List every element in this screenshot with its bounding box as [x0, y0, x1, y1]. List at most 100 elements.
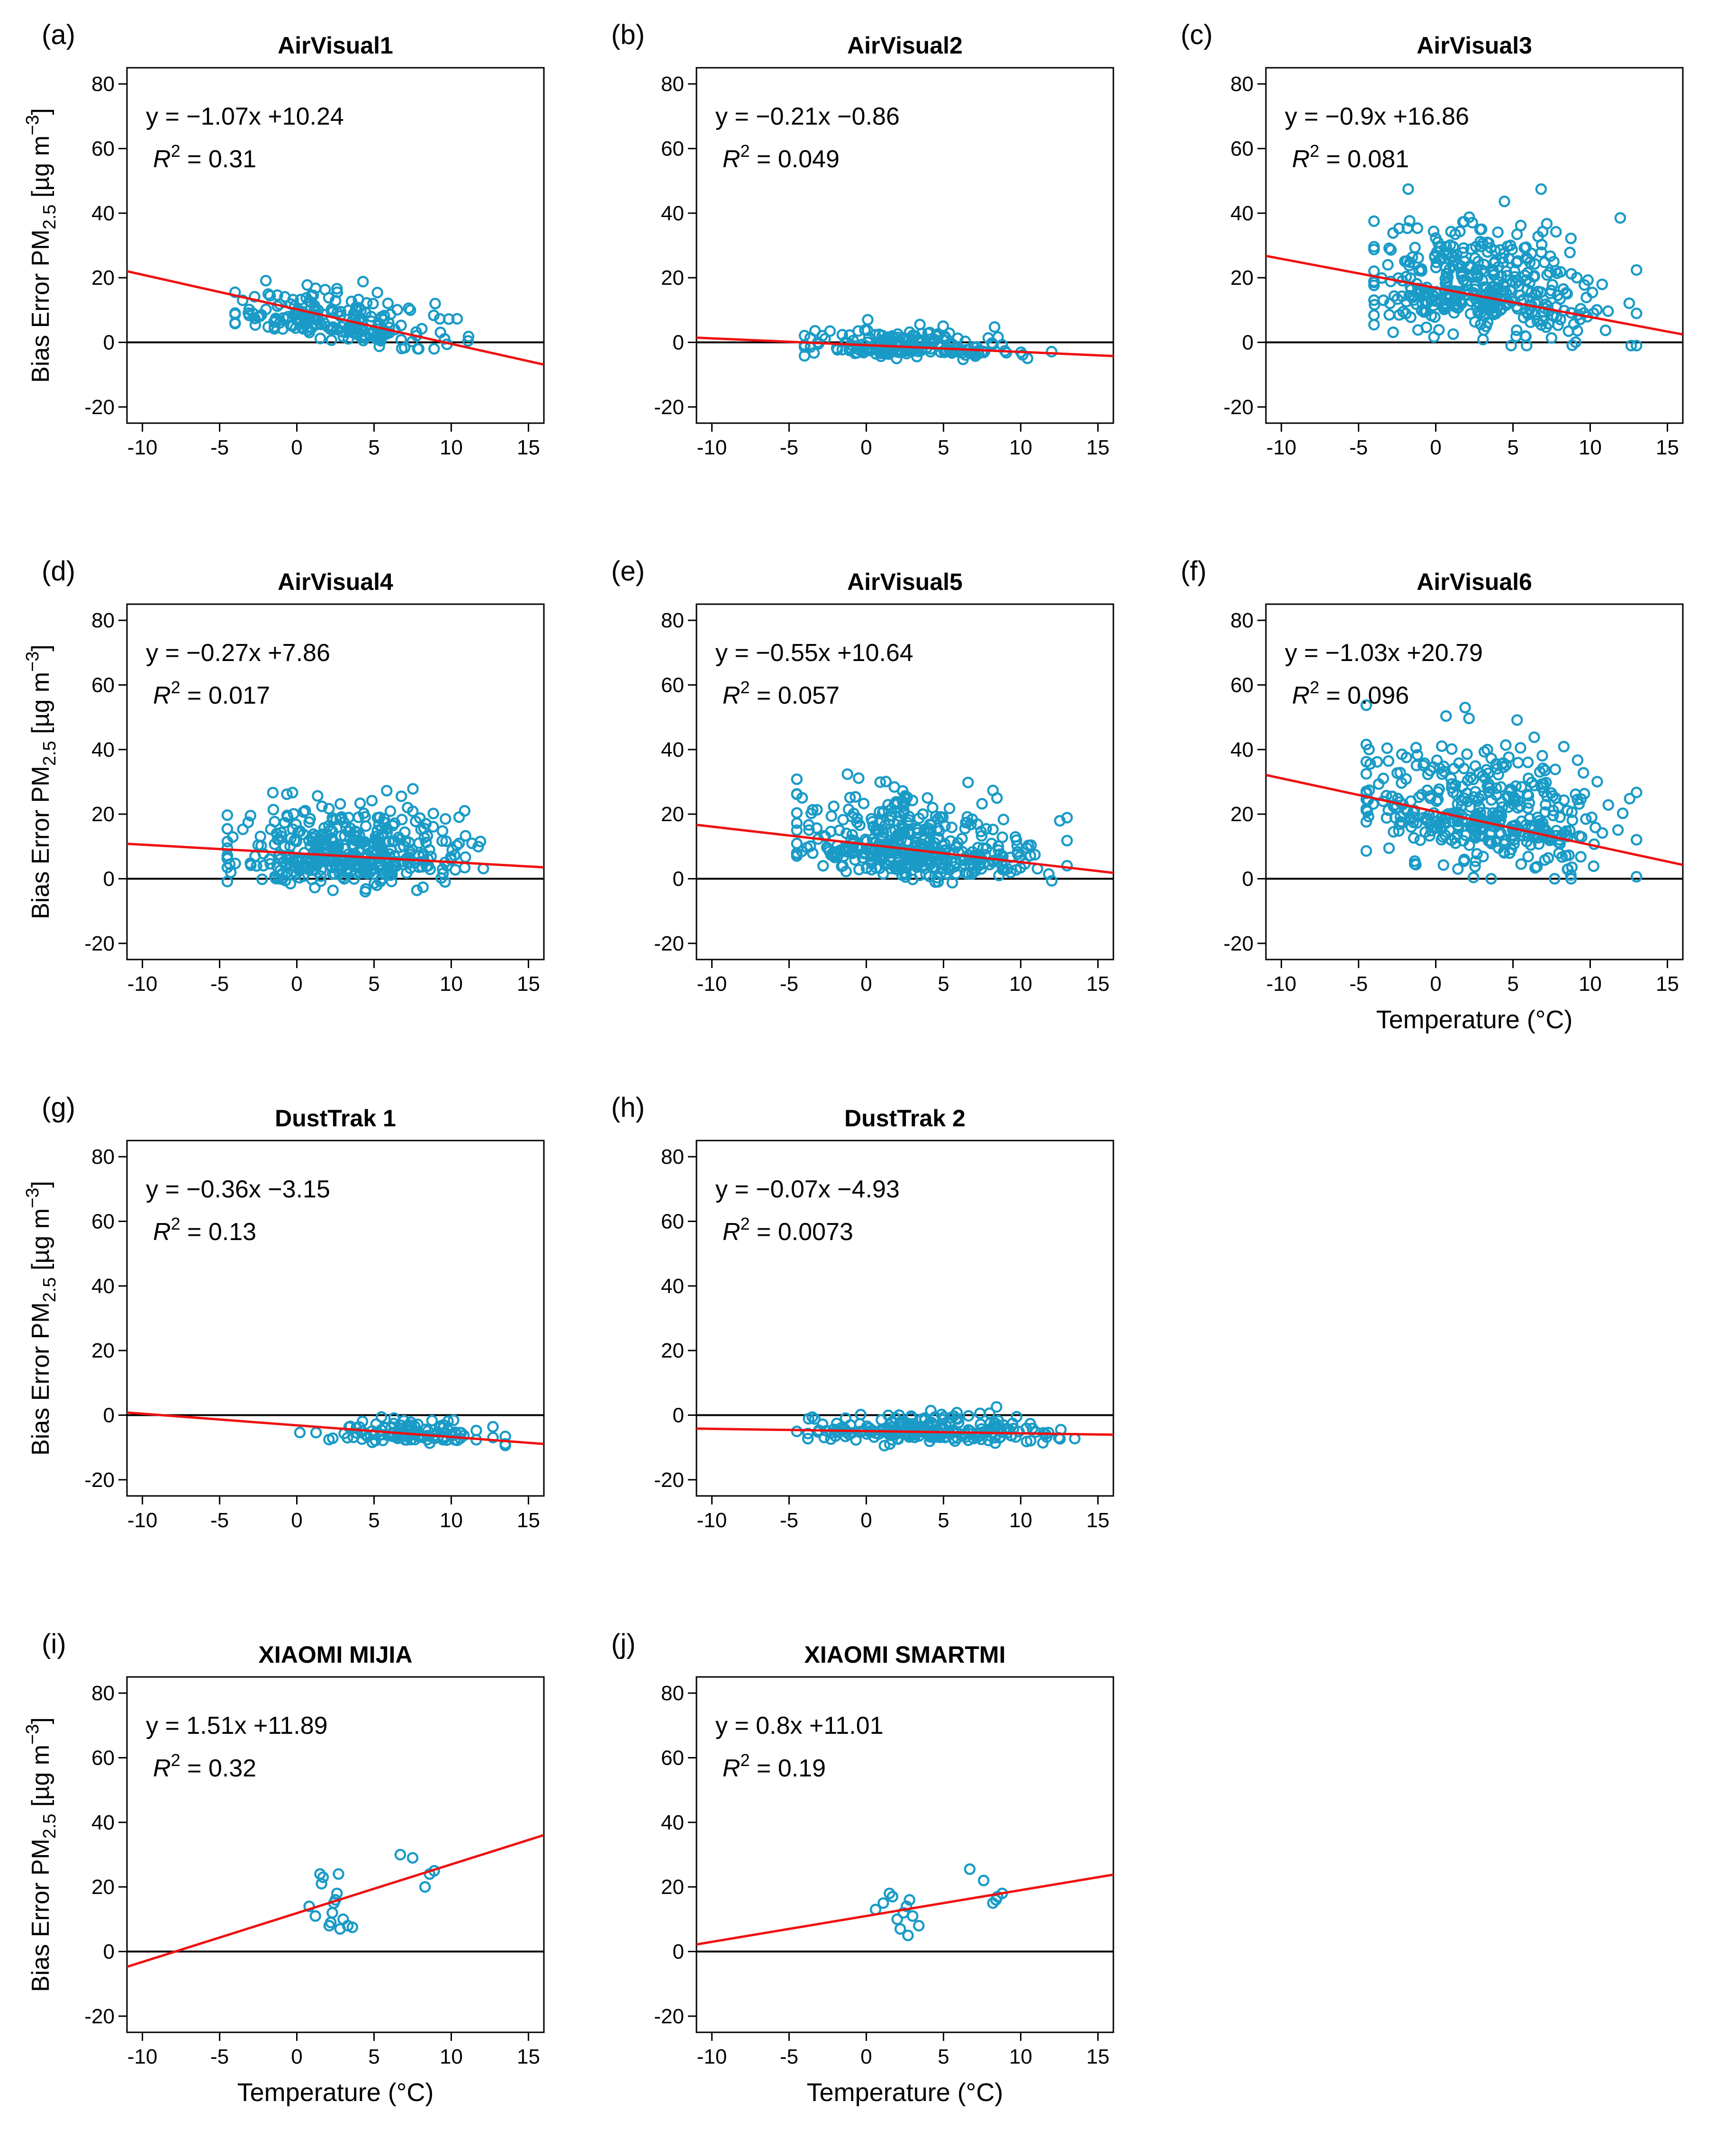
data-point — [798, 329, 811, 342]
data-point — [878, 1440, 891, 1452]
regression-equation: y = −1.07x +10.24 — [146, 103, 344, 130]
regression-line — [696, 824, 1113, 874]
data-point — [1510, 324, 1523, 336]
x-tick-label: 10 — [440, 436, 463, 459]
plot-frame — [126, 67, 545, 424]
data-point — [1515, 858, 1527, 870]
data-point — [1437, 761, 1450, 772]
data-point — [1388, 826, 1400, 838]
data-point — [808, 347, 820, 359]
data-point — [1360, 699, 1373, 711]
data-point — [1448, 300, 1460, 312]
data-point — [1522, 772, 1535, 784]
y-tick-label: 20 — [91, 266, 115, 290]
plot-frame — [126, 1140, 545, 1497]
data-point — [422, 853, 434, 865]
data-point — [340, 822, 352, 834]
panel-letter: (g) — [42, 1092, 75, 1123]
plot-frame — [126, 603, 545, 960]
data-point — [1472, 269, 1484, 281]
x-tick-label: -10 — [697, 2045, 727, 2068]
data-point — [962, 777, 974, 788]
data-point — [1029, 849, 1041, 861]
x-tick-label: 0 — [291, 972, 302, 996]
data-point — [1478, 258, 1490, 271]
data-point — [257, 860, 270, 872]
data-point — [287, 294, 299, 306]
data-point — [446, 844, 458, 856]
data-point — [349, 313, 361, 325]
data-point — [1562, 863, 1574, 875]
data-point — [966, 813, 978, 825]
y-tick-label: 40 — [91, 1811, 115, 1834]
data-point — [1046, 875, 1058, 887]
data-point — [852, 325, 864, 337]
data-point — [953, 1416, 965, 1429]
data-point — [1499, 195, 1510, 208]
regression-equation: y = −0.27x +7.86 — [146, 639, 330, 667]
x-tick-label: 5 — [368, 1509, 379, 1532]
data-point — [1429, 294, 1441, 306]
data-point — [1536, 226, 1549, 238]
data-point — [1013, 1425, 1025, 1438]
data-point — [331, 283, 343, 295]
data-point — [889, 1412, 902, 1424]
data-point — [312, 790, 324, 802]
data-point — [977, 1875, 990, 1886]
data-point — [1472, 306, 1484, 318]
data-point — [1471, 848, 1483, 860]
data-point — [803, 824, 815, 836]
data-point — [1360, 845, 1373, 857]
data-point — [300, 292, 312, 304]
data-point — [1515, 742, 1526, 754]
y-tick-label: 0 — [673, 868, 684, 891]
data-point — [1523, 797, 1535, 809]
data-point — [991, 1401, 1003, 1413]
x-tick-label: 0 — [1430, 972, 1441, 996]
data-point — [1614, 212, 1626, 224]
x-tick-label: -5 — [780, 2045, 798, 2068]
data-point — [316, 800, 328, 812]
data-point — [1516, 781, 1527, 793]
x-tick-label: -5 — [1349, 436, 1368, 459]
data-point — [1388, 290, 1400, 302]
data-point — [1544, 250, 1556, 262]
y-tick-label: 40 — [91, 738, 115, 761]
data-point — [791, 824, 803, 836]
data-point — [1596, 827, 1608, 839]
data-point — [1538, 786, 1550, 798]
data-point — [404, 304, 416, 316]
data-point — [462, 335, 474, 347]
panel-4: (d) AirVisual4 -20 0 20 40 60 80 -10 -5 0 5 10 15 y = … — [23, 556, 545, 996]
x-tick-label: 5 — [1507, 436, 1518, 459]
data-point — [1492, 276, 1505, 288]
data-point — [821, 842, 833, 853]
data-point — [819, 831, 831, 842]
data-point — [460, 830, 471, 842]
y-tick-label: 20 — [661, 1875, 684, 1899]
data-point — [892, 331, 904, 344]
x-tick-label: 15 — [517, 1509, 540, 1532]
x-tick-label: 5 — [368, 972, 379, 996]
y-tick-label: 40 — [91, 202, 115, 225]
data-point — [394, 1848, 406, 1861]
data-point — [1630, 264, 1643, 276]
data-point — [886, 1891, 899, 1902]
data-point — [1451, 789, 1463, 801]
data-point — [487, 1421, 499, 1433]
data-point — [1461, 279, 1472, 291]
r-squared: R2 = 0.017 — [153, 678, 270, 709]
panel-title: AirVisual2 — [847, 32, 963, 59]
r-squared: R2 = 0.096 — [1292, 678, 1409, 709]
data-point — [1537, 778, 1550, 790]
data-point — [1534, 820, 1546, 833]
data-point — [331, 324, 343, 335]
data-point — [1467, 871, 1480, 884]
x-tick-label: 15 — [1656, 436, 1679, 459]
regression-equation: y = 0.8x +11.01 — [715, 1712, 884, 1739]
y-tick-label: -20 — [84, 932, 115, 955]
data-point — [916, 838, 929, 850]
x-tick-label: -10 — [127, 1509, 158, 1532]
panel-title: AirVisual1 — [278, 32, 393, 59]
data-point — [833, 824, 845, 836]
